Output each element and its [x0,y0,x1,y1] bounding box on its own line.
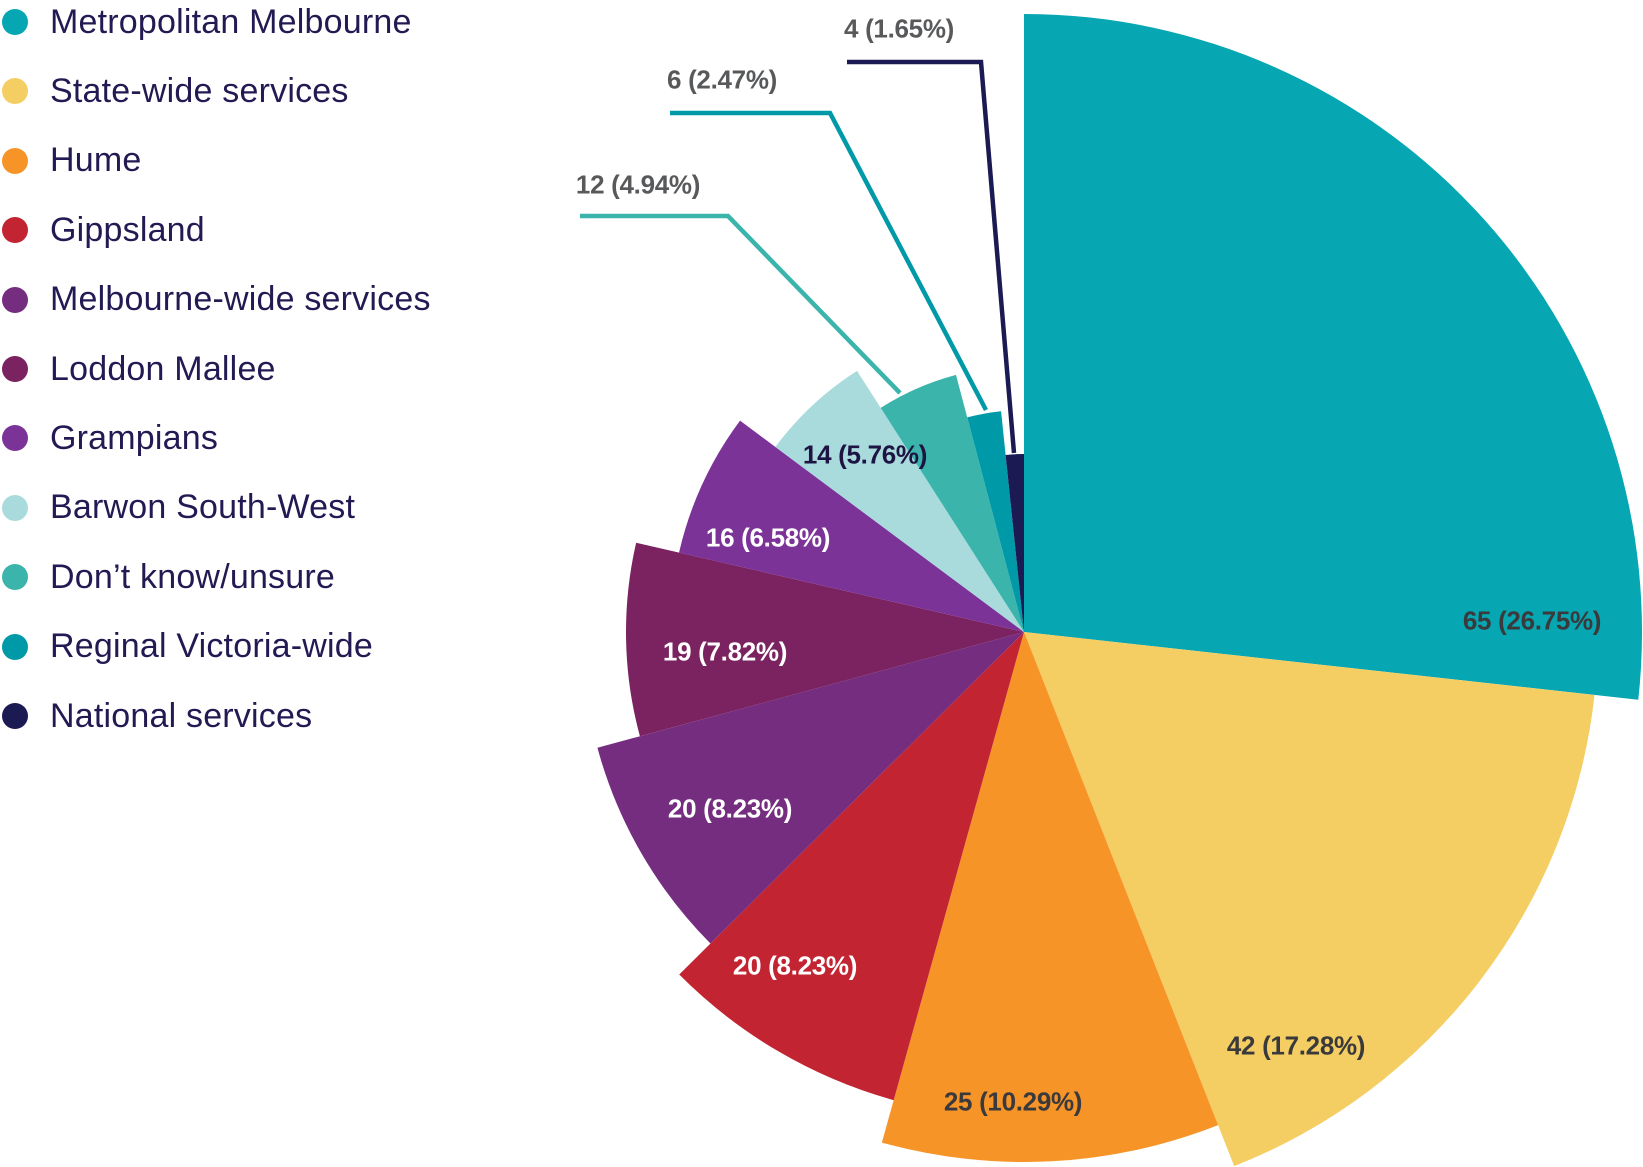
pie-slice-barwon-south-west [775,370,1024,632]
leader-line-national-services [847,59,1017,454]
slice-value-label-grampians: 16 (6.58%) [706,523,830,553]
legend-swatch-barwon-south-west [2,494,28,521]
legend-item-loddon-mallee: Loddon Mallee [0,334,276,404]
legend-label-dont-know-unsure: Don’t know/unsure [50,557,335,596]
legend-item-gippsland: Gippsland [0,195,205,265]
slice-value-label-hume: 25 (10.29%) [944,1087,1082,1117]
slice-value-label-gippsland: 20 (8.23%) [733,951,857,981]
legend-swatch-state-wide-services [2,78,28,105]
legend-item-national-services: National services [0,681,312,751]
slice-labels: 65 (26.75%) 42 (17.28%) 25 (10.29%) 20 (8.2… [576,14,1602,1117]
slice-value-label-reginal-victoria-wide: 6 (2.47%) [667,65,777,95]
slice-value-label-state-wide-services: 42 (17.28%) [1227,1031,1365,1061]
legend-swatch-hume [2,147,28,174]
leader-line-dont-know-unsure [580,213,902,395]
slice-value-label-loddon-mallee: 19 (7.82%) [663,637,787,667]
pie-slice-state-wide-services [1024,632,1595,1167]
pie-slice-national-services [1005,454,1024,632]
leader-line-reginal-victoria-wide [670,110,988,412]
legend-item-grampians: Grampians [0,403,218,473]
legend-item-melbourne-wide-services: Melbourne-wide services [0,265,431,335]
legend-label-melbourne-wide-services: Melbourne-wide services [50,280,431,319]
legend-swatch-reginal-victoria-wide [2,633,28,660]
legend-swatch-dont-know-unsure [2,564,28,591]
legend-label-national-services: National services [50,696,313,735]
legend-swatch-national-services [2,703,28,729]
pie-slice-metropolitan-melbourne [1024,14,1642,700]
pie-slice-gippsland [679,632,1024,1101]
legend-item-hume: Hume [0,126,142,196]
legend-swatch-gippsland [2,217,28,244]
legend-label-gippsland: Gippsland [50,210,205,249]
slice-value-label-barwon-south-west: 14 (5.76%) [803,440,927,470]
slice-value-label-national-services: 4 (1.65%) [844,14,954,44]
pie-slice-dont-know-unsure [880,374,1024,632]
slice-value-label-melbourne-wide-services: 20 (8.23%) [668,794,792,824]
legend-label-barwon-south-west: Barwon South-West [50,488,356,527]
pie-slice-grampians [679,420,1024,632]
legend-swatch-melbourne-wide-services [2,286,28,313]
legend-label-reginal-victoria-wide: Reginal Victoria-wide [50,627,373,666]
legend-label-loddon-mallee: Loddon Mallee [50,349,276,388]
legend-item-barwon-south-west: Barwon South-West [0,473,355,543]
legend-swatch-loddon-mallee [2,356,28,382]
legend-label-grampians: Grampians [50,418,219,457]
legend-swatch-grampians [2,425,28,452]
legend-label-hume: Hume [50,141,142,180]
legend-item-dont-know-unsure: Don’t know/unsure [0,542,335,612]
pie-slices [597,14,1642,1167]
legend-swatch-metropolitan-melbourne [2,9,28,35]
pie-slice-reginal-victoria-wide [967,411,1024,632]
legend-label-state-wide-services: State-wide services [50,71,349,110]
leader-lines [580,59,1017,454]
legend-label-metropolitan-melbourne: Metropolitan Melbourne [50,2,412,41]
pie-slice-hume [881,632,1219,1163]
slice-value-label-metropolitan-melbourne: 65 (26.75%) [1463,606,1601,636]
legend-item-metropolitan-melbourne: Metropolitan Melbourne [0,0,412,57]
legend-item-reginal-victoria-wide: Reginal Victoria-wide [0,612,373,682]
pie-slice-loddon-mallee [626,542,1024,737]
legend-item-state-wide-services: State-wide services [0,56,349,126]
pie-slice-melbourne-wide-services [597,632,1024,944]
slice-value-label-dont-know-unsure: 12 (4.94%) [576,170,700,200]
